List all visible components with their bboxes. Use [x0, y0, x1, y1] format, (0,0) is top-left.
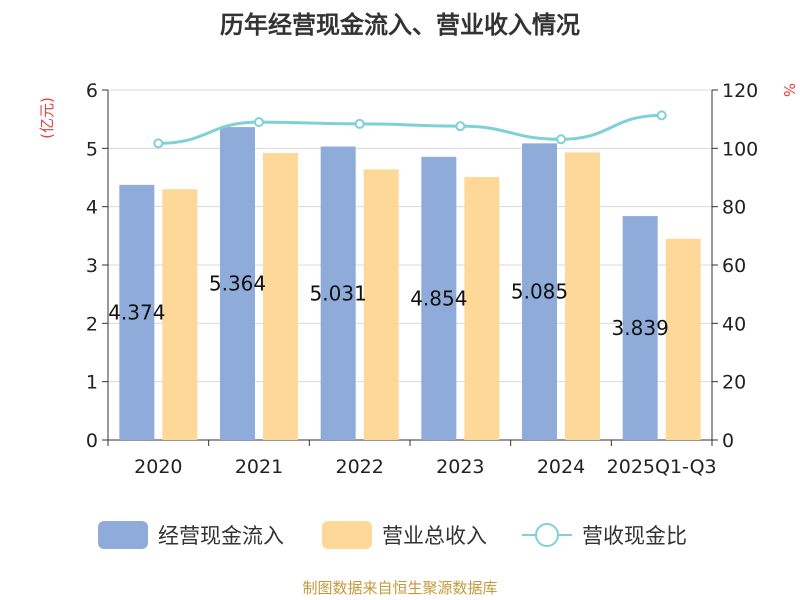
- gridlines: [108, 89, 712, 383]
- bar: [220, 127, 255, 440]
- bar: [622, 216, 658, 440]
- ratio-line: [153, 110, 667, 149]
- legend: 经营现金流入 营业总收入 营收现金比: [98, 521, 687, 549]
- bar: [119, 184, 155, 440]
- x-tick-label: 2025Q1-Q3: [607, 456, 717, 478]
- right-tick-label: 80: [722, 197, 746, 219]
- chart-title: 历年经营现金流入、营业收入情况: [220, 11, 580, 39]
- ratio-point: [556, 134, 566, 145]
- left-tick-label: 3: [86, 255, 98, 277]
- right-tick-label: 20: [722, 372, 746, 394]
- x-tick-label: 2024: [537, 456, 585, 478]
- ratio-point: [354, 118, 365, 129]
- left-tick-label: 0: [86, 430, 98, 452]
- right-tick-label: 120: [722, 80, 758, 102]
- data-label: 5.085: [511, 280, 568, 304]
- bar: [522, 143, 557, 440]
- left-tick-label: 6: [86, 80, 98, 102]
- right-tick-label: 40: [722, 313, 746, 335]
- left-y-axis: 0 1 2 3 4 5 6: [86, 80, 109, 452]
- bar: [363, 169, 399, 441]
- bars: [119, 127, 701, 441]
- data-label: 3.839: [612, 316, 669, 340]
- ratio-point: [254, 117, 264, 128]
- source-note: 制图数据来自恒生聚源数据库: [302, 579, 497, 597]
- bar: [320, 146, 356, 440]
- bar: [565, 152, 600, 440]
- x-tick-label: 2022: [335, 456, 383, 478]
- left-tick-label: 2: [86, 313, 98, 335]
- left-axis-unit: (亿元): [38, 97, 56, 139]
- legend-label: 营收现金比: [582, 524, 687, 548]
- x-tick-label: 2020: [134, 456, 182, 478]
- legend-marker: [535, 523, 559, 547]
- bar: [665, 238, 701, 440]
- data-label: 5.364: [209, 272, 266, 296]
- legend-swatch: [322, 521, 372, 549]
- bar: [263, 153, 298, 440]
- ratio-point: [153, 138, 164, 149]
- right-axis-unit: %: [780, 83, 798, 97]
- ratio-line-path: [158, 113, 662, 145]
- right-tick-label: 100: [722, 138, 758, 160]
- legend-label: 营业总收入: [382, 524, 487, 548]
- left-tick-label: 5: [86, 138, 98, 160]
- legend-swatch: [98, 521, 148, 549]
- ratio-point: [455, 121, 466, 132]
- data-label: 5.031: [310, 281, 367, 305]
- right-tick-label: 0: [722, 430, 734, 452]
- x-tick-label: 2023: [436, 456, 484, 478]
- left-tick-label: 1: [86, 372, 98, 394]
- data-label: 4.374: [108, 300, 165, 324]
- data-label: 4.854: [410, 286, 467, 310]
- x-axis: 2020 2021 2022 2023 2024 2025Q1-Q3: [107, 439, 717, 478]
- bar: [162, 189, 198, 440]
- left-tick-label: 4: [86, 197, 98, 219]
- bar: [421, 156, 457, 440]
- data-labels: 4.374 5.364 5.031 4.854 5.085 3.839: [108, 272, 669, 340]
- ratio-point: [656, 110, 667, 121]
- x-tick-label: 2021: [235, 456, 283, 478]
- bar: [464, 176, 500, 440]
- legend-label: 经营现金流入: [158, 524, 284, 548]
- right-tick-label: 60: [722, 255, 746, 277]
- right-y-axis: 0 20 40 60 80 100 120: [711, 80, 758, 452]
